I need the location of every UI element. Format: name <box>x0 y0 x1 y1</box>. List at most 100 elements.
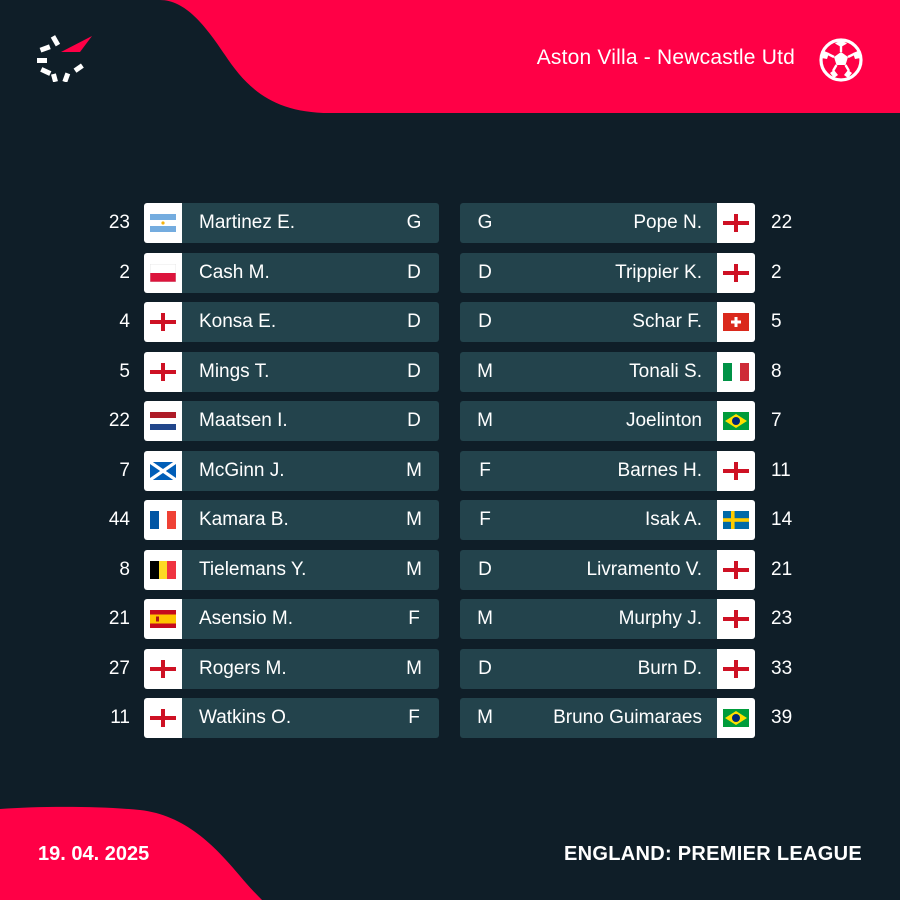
football-icon <box>819 38 863 82</box>
footer-banner <box>0 806 262 900</box>
home-player-name: Mings T. <box>199 360 270 382</box>
away-player-name: Pope N. <box>633 212 702 233</box>
home-shirt-number: 5 <box>119 360 130 382</box>
england-flag-icon <box>150 313 176 331</box>
england-flag-icon <box>150 709 176 727</box>
away-player-name: Isak A. <box>644 509 702 530</box>
home-shirt-number: 11 <box>110 707 130 728</box>
away-player-bar[interactable]: M Bruno Guimaraes <box>460 698 717 738</box>
away-player-name: Barnes H. <box>617 459 702 481</box>
away-shirt-number: 21 <box>771 558 793 580</box>
home-player-flag <box>144 450 182 491</box>
home-player-bar[interactable]: Maatsen I. D <box>182 401 439 441</box>
home-player-bar[interactable]: Tielemans Y. M <box>182 549 439 590</box>
home-shirt-number: 7 <box>119 459 130 481</box>
home-player-bar[interactable]: Cash M. D <box>182 252 439 293</box>
home-shirt-number: 27 <box>108 657 130 679</box>
home-shirt-number: 23 <box>108 212 130 233</box>
away-player-bar[interactable]: F Barnes H. <box>460 450 717 491</box>
lineup-row: 4 Konsa E. D D Schar F. 5 <box>0 302 900 342</box>
away-player-position: D <box>478 558 492 580</box>
belgium-flag-icon <box>150 560 176 579</box>
england-flag-icon <box>723 560 749 579</box>
home-player-bar[interactable]: McGinn J. M <box>182 450 439 491</box>
away-player-bar[interactable]: D Trippier K. <box>460 252 717 293</box>
away-player-flag <box>717 648 755 689</box>
away-player-position: F <box>479 509 491 530</box>
home-player-name: McGinn J. <box>199 459 285 481</box>
france-flag-icon <box>150 511 176 529</box>
away-player-bar[interactable]: M Joelinton <box>460 401 717 441</box>
sweden-flag-icon <box>723 511 749 529</box>
home-player-bar[interactable]: Konsa E. D <box>182 302 439 342</box>
home-player-bar[interactable]: Watkins O. F <box>182 698 439 738</box>
home-player-bar[interactable]: Asensio M. F <box>182 599 439 639</box>
home-shirt-number: 8 <box>119 558 130 580</box>
lineup-row: 5 Mings T. D M Tonali S. 8 <box>0 351 900 392</box>
brazil-flag-icon <box>723 709 749 727</box>
home-player-bar[interactable]: Mings T. D <box>182 351 439 392</box>
lineup-row: 8 Tielemans Y. M D Livramento V. 21 <box>0 549 900 590</box>
poland-flag-icon <box>150 263 176 282</box>
argentina-flag-icon <box>150 214 176 232</box>
home-player-flag <box>144 401 182 441</box>
away-player-bar[interactable]: D Burn D. <box>460 648 717 689</box>
home-shirt-number: 21 <box>108 608 130 629</box>
away-player-bar[interactable]: D Livramento V. <box>460 549 717 590</box>
away-player-flag <box>717 401 755 441</box>
away-player-position: G <box>477 212 493 233</box>
home-player-position: F <box>408 608 420 629</box>
away-shirt-number: 7 <box>771 410 782 431</box>
flashscore-logo-icon <box>37 35 92 82</box>
home-shirt-number: 2 <box>119 261 130 283</box>
england-flag-icon <box>723 263 749 282</box>
lineup-row: 27 Rogers M. M D Burn D. 33 <box>0 648 900 689</box>
home-player-position: M <box>406 509 422 530</box>
lineup-row: 21 Asensio M. F M Murphy J. 23 <box>0 599 900 639</box>
lineup-row: 11 Watkins O. F M Bruno Guimaraes 39 <box>0 698 900 738</box>
away-player-bar[interactable]: G Pope N. <box>460 203 717 243</box>
away-player-name: Joelinton <box>625 410 702 431</box>
spain-flag-icon <box>150 610 176 628</box>
away-shirt-number: 23 <box>771 608 793 629</box>
header-banner <box>160 0 900 113</box>
home-player-position: D <box>407 261 421 283</box>
away-player-flag <box>717 500 755 540</box>
home-player-flag <box>144 351 182 392</box>
home-player-position: D <box>407 360 421 382</box>
away-player-name: Burn D. <box>637 657 702 679</box>
home-player-name: Watkins O. <box>199 707 292 728</box>
home-player-flag <box>144 698 182 738</box>
england-flag-icon <box>723 461 749 480</box>
home-player-bar[interactable]: Kamara B. M <box>182 500 439 540</box>
netherlands-flag-icon <box>150 412 176 430</box>
home-player-flag <box>144 203 182 243</box>
switzerland-flag-icon <box>723 313 749 331</box>
england-flag-icon <box>150 362 176 381</box>
away-player-position: D <box>478 657 492 679</box>
match-title: Aston Villa - Newcastle Utd <box>536 46 795 69</box>
home-player-name: Asensio M. <box>199 608 293 629</box>
away-player-bar[interactable]: M Tonali S. <box>460 351 717 392</box>
home-player-flag <box>144 549 182 590</box>
home-player-position: D <box>407 311 421 332</box>
away-player-position: M <box>477 360 493 382</box>
away-player-bar[interactable]: F Isak A. <box>460 500 717 540</box>
away-player-flag <box>717 203 755 243</box>
home-player-flag <box>144 648 182 689</box>
home-player-name: Kamara B. <box>199 509 289 530</box>
scotland-flag-icon <box>150 461 176 480</box>
home-player-name: Martinez E. <box>199 212 296 233</box>
home-player-name: Konsa E. <box>199 311 277 332</box>
away-player-name: Livramento V. <box>586 558 702 580</box>
away-player-name: Schar F. <box>632 311 702 332</box>
home-player-flag <box>144 252 182 293</box>
home-player-bar[interactable]: Martinez E. G <box>182 203 439 243</box>
away-player-bar[interactable]: M Murphy J. <box>460 599 717 639</box>
away-player-flag <box>717 351 755 392</box>
home-player-position: F <box>408 707 420 728</box>
away-shirt-number: 39 <box>771 707 793 728</box>
away-player-bar[interactable]: D Schar F. <box>460 302 717 342</box>
home-shirt-number: 4 <box>119 311 130 332</box>
home-player-bar[interactable]: Rogers M. M <box>182 648 439 689</box>
